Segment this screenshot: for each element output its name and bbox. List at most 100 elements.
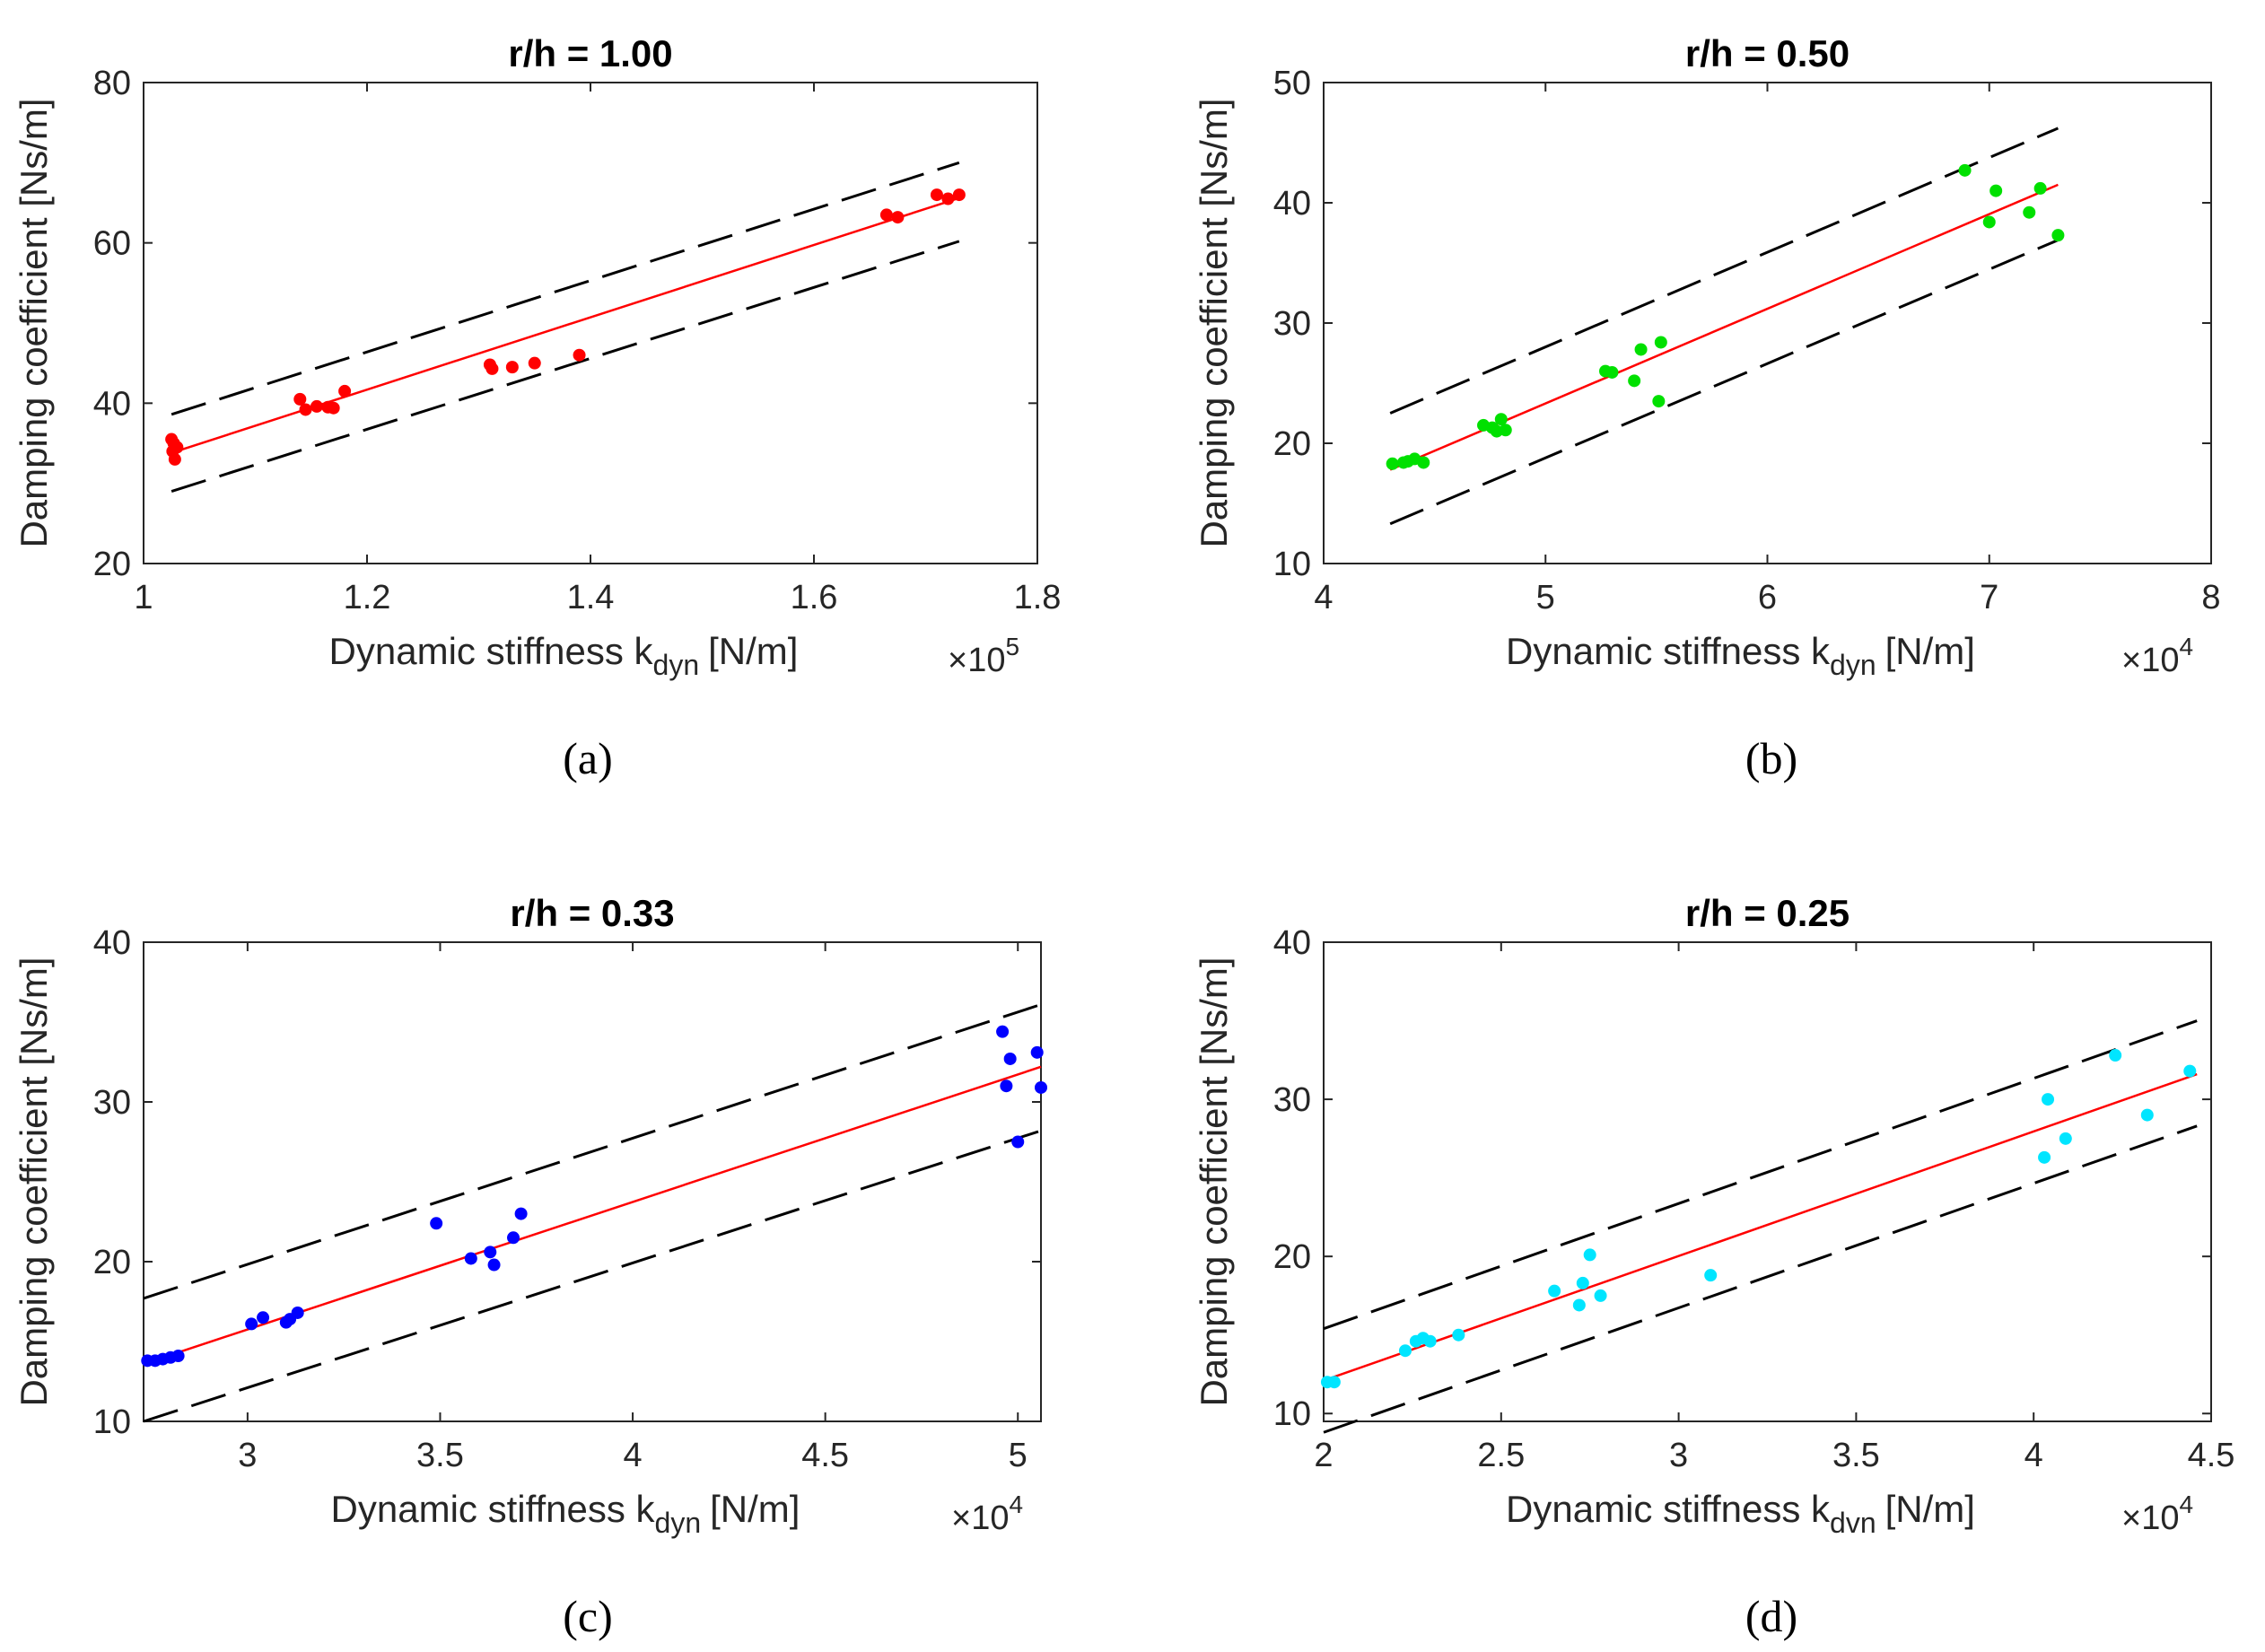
x-axis-label-main: Dynamic stiffness k: [1506, 1488, 1831, 1530]
x-tick-label: 5: [1536, 579, 1555, 616]
upper-bound-line: [1323, 1019, 2198, 1331]
x-tick-label: 4.5: [801, 1437, 849, 1474]
x-axis-label: Dynamic stiffness kdyn [N/m]: [331, 1488, 800, 1539]
x-axis-label-unit: [N/m]: [708, 630, 798, 672]
data-point: [1990, 184, 2003, 197]
x-multiplier-base: ×10: [2121, 1499, 2179, 1537]
data-point: [487, 1258, 501, 1272]
y-tick-label: 20: [1273, 425, 1311, 463]
x-axis-multiplier: ×104: [2121, 633, 2193, 679]
x-axis-label-subscript: dyn: [1830, 649, 1876, 681]
y-tick-label: 20: [1273, 1238, 1311, 1276]
chart-title: r/h = 0.50: [1685, 32, 1850, 74]
y-tick-label: 30: [1273, 305, 1311, 343]
y-tick-label: 40: [93, 385, 131, 423]
data-point: [1628, 374, 1641, 388]
data-point: [1548, 1284, 1561, 1298]
data-point: [2038, 1150, 2051, 1164]
data-point: [484, 1246, 497, 1259]
data-point: [2023, 205, 2036, 219]
y-tick-label: 60: [93, 225, 131, 263]
data-point: [1982, 215, 1996, 229]
x-tick-label: 1: [134, 579, 153, 616]
panel-caption: (c): [563, 1591, 613, 1641]
x-axis-label-subscript: dyn: [653, 649, 700, 681]
x-tick-label: 3.5: [1832, 1437, 1880, 1474]
plot-area: [1323, 82, 2212, 564]
data-point: [2140, 1108, 2154, 1122]
x-multiplier-exponent: 5: [1005, 633, 1019, 660]
data-point: [891, 211, 905, 224]
lower-bound-line: [1323, 1124, 2198, 1434]
data-point: [245, 1317, 258, 1331]
data-point: [299, 403, 312, 416]
y-tick-label: 30: [1273, 1081, 1311, 1119]
y-tick-label: 20: [93, 546, 131, 583]
data-point: [1003, 1052, 1017, 1065]
data-point: [310, 399, 323, 413]
data-point: [171, 1350, 185, 1363]
y-axis-label: Damping coefficient [Ns/m]: [1193, 98, 1235, 547]
data-point: [327, 401, 340, 415]
x-tick-label: 2.5: [1477, 1437, 1525, 1474]
data-point: [464, 1252, 477, 1265]
chart-title: r/h = 1.00: [508, 32, 672, 74]
lower-bound-line: [1389, 239, 2059, 526]
panel-3: 2 2.5 3 3.5 4 4.5 10 20 30 40 r/h = 0.25 Damping co…: [1193, 892, 2234, 1641]
data-point: [1583, 1248, 1596, 1262]
data-point: [996, 1025, 1010, 1038]
x-axis-label: Dynamic stiffness kdvn [N/m]: [1506, 1488, 1975, 1539]
data-point: [507, 1231, 520, 1245]
x-tick-label: 4.5: [2188, 1437, 2235, 1474]
data-point: [2042, 1093, 2055, 1106]
fit-line: [1323, 1072, 2198, 1382]
data-point: [952, 188, 966, 202]
x-axis-label-subscript: dvn: [1830, 1507, 1876, 1539]
data-point: [1452, 1328, 1465, 1342]
y-axis-label: Damping coefficient [Ns/m]: [1193, 957, 1235, 1406]
data-point: [166, 444, 179, 458]
data-point: [1398, 1344, 1412, 1358]
x-axis-label-subscript: dyn: [655, 1507, 702, 1539]
data-point: [1327, 1376, 1341, 1389]
data-point: [941, 192, 955, 205]
x-axis-label-main: Dynamic stiffness k: [329, 630, 654, 672]
x-axis-multiplier: ×105: [948, 633, 1019, 679]
y-tick-label: 50: [1273, 65, 1311, 102]
x-tick-label: 1.4: [567, 579, 615, 616]
x-multiplier-base: ×10: [951, 1499, 1009, 1537]
y-tick-label: 10: [93, 1403, 131, 1441]
data-point: [257, 1311, 270, 1324]
data-point: [338, 384, 352, 398]
data-point: [2183, 1064, 2197, 1078]
data-point: [2059, 1132, 2072, 1145]
data-point: [1652, 395, 1666, 408]
x-tick-label: 7: [1980, 579, 1998, 616]
data-point: [1417, 456, 1430, 469]
panel-caption: (b): [1745, 733, 1797, 783]
data-point: [485, 362, 499, 375]
plot-area: [1323, 941, 2212, 1422]
upper-bound-line: [171, 161, 960, 416]
data-point: [1605, 365, 1619, 379]
lower-bound-line: [171, 240, 960, 494]
data-point: [505, 361, 519, 374]
y-axis-label: Damping coefficient [Ns/m]: [13, 957, 55, 1406]
x-axis-multiplier: ×104: [951, 1490, 1023, 1537]
data-point: [293, 392, 307, 406]
data-point: [1035, 1080, 1047, 1094]
data-point: [1011, 1135, 1025, 1149]
x-tick-label: 4: [623, 1437, 642, 1474]
data-point: [528, 356, 541, 370]
x-tick-label: 6: [1758, 579, 1777, 616]
x-tick-label: 5: [1009, 1437, 1028, 1474]
data-point: [430, 1217, 443, 1230]
x-tick-label: 4: [2025, 1437, 2043, 1474]
data-point: [2051, 229, 2065, 242]
data-point: [1634, 343, 1648, 356]
x-tick-label: 2: [1314, 1437, 1333, 1474]
plot-area: [143, 82, 1038, 564]
panel-0: 1 1.2 1.4 1.6 1.8 20 40 60 80 r/h = 1.00 Damping c…: [13, 32, 1061, 783]
x-axis-label-main: Dynamic stiffness k: [1506, 630, 1831, 672]
